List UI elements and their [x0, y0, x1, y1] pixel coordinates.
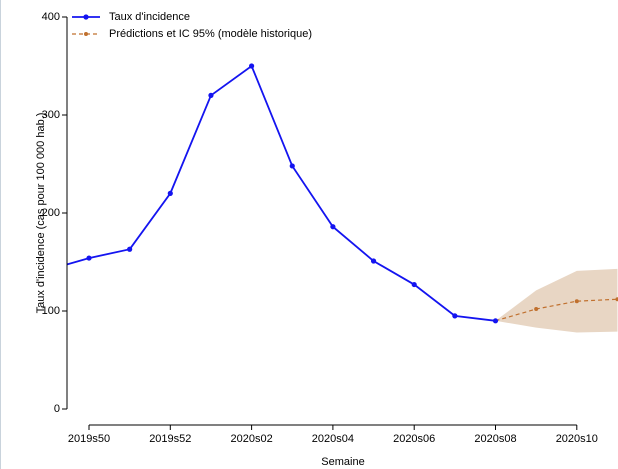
point: [249, 63, 255, 69]
point: [127, 246, 133, 252]
series-line: [495, 298, 618, 322]
point: [615, 297, 618, 302]
confidence-band: [495, 268, 618, 333]
x-tick-label: 2020s10: [556, 433, 598, 445]
x-tick-label: 2019s50: [68, 433, 110, 445]
series-line: [67, 64, 496, 322]
y-tick-label: 200: [42, 207, 60, 219]
point: [86, 255, 92, 261]
y-axis-label: Taux d'incidence (cas pour 100 000 hab.): [35, 113, 47, 314]
point: [370, 258, 377, 264]
point: [492, 318, 499, 324]
plot-area: [67, 63, 618, 333]
y-tick-label: 100: [42, 305, 60, 317]
legend-marker: [83, 14, 89, 20]
point: [330, 224, 336, 230]
x-tick-label: 2020s02: [230, 433, 272, 445]
point: [411, 281, 417, 288]
x-tick-label: 2019s52: [149, 433, 191, 445]
point: [289, 163, 295, 169]
y-tick-label: 0: [54, 403, 60, 415]
y-tick-label: 300: [42, 109, 60, 121]
x-tick-label: 2020s06: [393, 433, 435, 445]
point: [574, 299, 579, 304]
x-axis-label: Semaine: [321, 456, 364, 468]
legend-label: Taux d'incidence: [109, 11, 190, 23]
point: [167, 190, 173, 196]
point: [534, 307, 539, 312]
x-tick-label: 2020s08: [474, 433, 516, 445]
point: [208, 92, 214, 98]
legend-label: Prédictions et IC 95% (modèle historique…: [109, 28, 312, 40]
legend-marker: [84, 32, 88, 36]
x-tick-label: 2020s04: [312, 433, 354, 445]
point: [452, 313, 458, 319]
y-tick-label: 400: [42, 11, 60, 23]
